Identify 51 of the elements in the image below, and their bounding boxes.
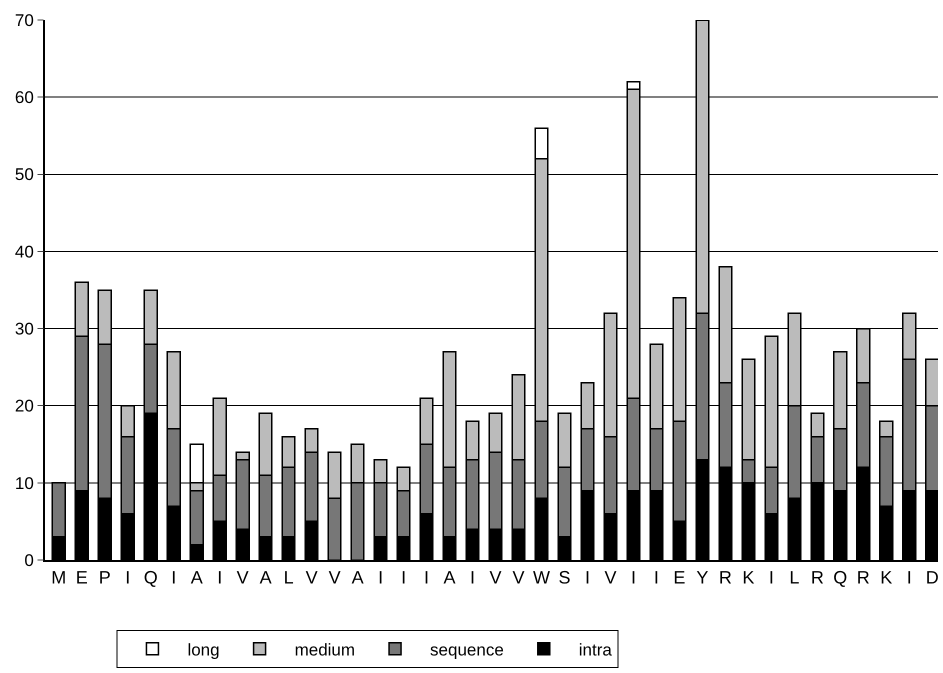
y-tick-label: 10 — [14, 474, 34, 493]
x-tick-label: A — [352, 567, 364, 588]
x-tick-label: K — [742, 567, 754, 588]
x-tick-label: R — [810, 567, 824, 588]
x-tick-label: R — [718, 567, 732, 588]
x-tick-label: V — [328, 567, 341, 588]
x-tick-label: I — [906, 567, 912, 588]
x-tick-label: I — [768, 567, 774, 588]
x-tick-label: P — [98, 567, 111, 588]
legend-label: sequence — [430, 640, 504, 660]
x-tick-label: S — [558, 567, 570, 588]
x-tick-label: L — [284, 567, 294, 588]
x-tick-label: D — [926, 567, 939, 588]
y-tick-label: 60 — [14, 88, 34, 108]
legend-label: intra — [578, 640, 612, 660]
x-tick-label: M — [51, 567, 66, 588]
x-tick-label: I — [630, 567, 636, 588]
x-tick-label: E — [76, 567, 88, 588]
x-tick-label: V — [604, 567, 616, 588]
x-tick-label: W — [532, 567, 550, 588]
x-tick-label: V — [236, 567, 249, 588]
x-tick-label: A — [260, 567, 272, 588]
x-tick-label: Y — [696, 567, 708, 588]
x-tick-label: R — [856, 567, 870, 588]
x-tick-label: I — [125, 567, 130, 588]
x-tick-label: A — [444, 567, 456, 588]
legend-label: medium — [294, 640, 356, 660]
x-tick-label: I — [470, 567, 476, 588]
y-tick-label: 50 — [14, 165, 34, 184]
y-tick-label: 40 — [14, 242, 34, 262]
x-tick-label: I — [171, 567, 176, 588]
y-tick-label: 70 — [14, 10, 34, 30]
x-tick-label: I — [424, 567, 430, 588]
y-tick-label: 30 — [14, 320, 34, 339]
legend-label: long — [187, 640, 220, 660]
x-tick-label: I — [584, 567, 590, 588]
x-tick-label: I — [378, 567, 384, 588]
x-tick-label: K — [880, 567, 892, 588]
x-tick-label: I — [654, 567, 659, 588]
x-tick-label: I — [401, 567, 406, 588]
x-tick-label: Q — [833, 567, 848, 588]
y-tick-label: 0 — [24, 550, 34, 570]
x-tick-label: A — [190, 567, 203, 588]
x-tick-label: L — [789, 567, 800, 588]
x-tick-label: V — [512, 567, 525, 588]
x-tick-label: V — [490, 567, 502, 588]
x-tick-label: I — [217, 567, 222, 588]
y-tick-label: 20 — [14, 396, 34, 416]
x-tick-label: Q — [144, 567, 158, 588]
x-tick-label: V — [306, 567, 318, 588]
x-tick-label: E — [673, 567, 686, 588]
